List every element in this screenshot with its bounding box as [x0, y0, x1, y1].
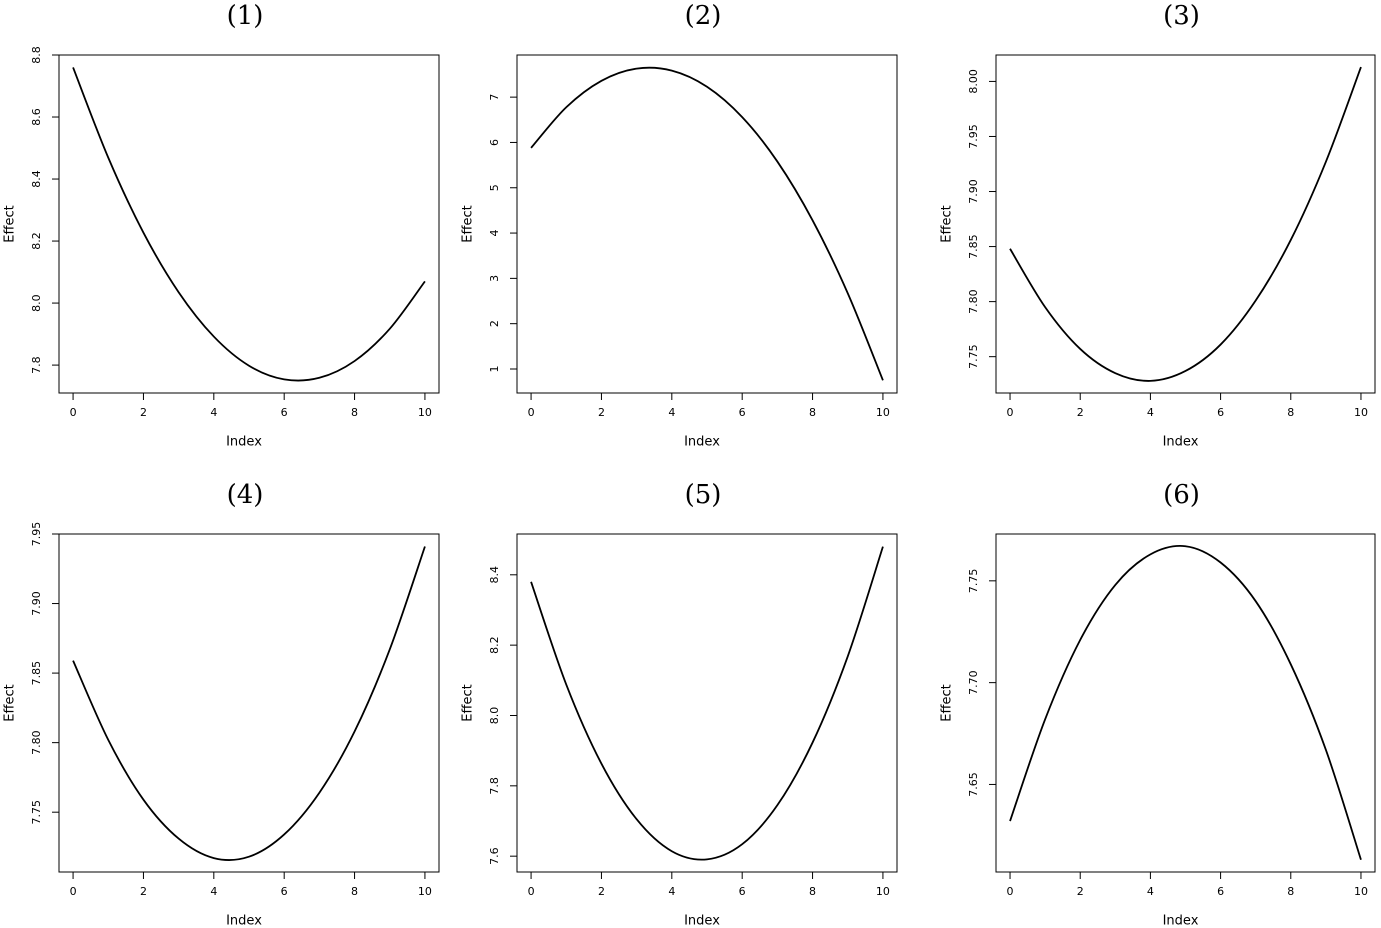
x-tick-label: 8 — [1287, 406, 1294, 419]
y-tick-label: 8.8 — [30, 46, 43, 64]
x-tick-label: 4 — [668, 885, 675, 898]
y-tick-label: 7.95 — [30, 522, 43, 547]
y-tick-label: 7.75 — [967, 569, 980, 594]
y-tick-label: 7.75 — [967, 344, 980, 369]
y-tick-label: 7.8 — [488, 777, 501, 795]
x-tick-label: 8 — [809, 406, 816, 419]
y-tick-label: 8.2 — [30, 232, 43, 250]
x-tick-label: 6 — [1217, 406, 1224, 419]
y-tick-label: 7.70 — [967, 670, 980, 695]
y-tick-label: 8.4 — [488, 566, 501, 584]
y-tick-label: 8.2 — [488, 636, 501, 654]
x-tick-label: 6 — [281, 406, 288, 419]
curve — [72, 67, 426, 382]
x-tick-label: 2 — [1077, 406, 1084, 419]
x-tick-label: 0 — [70, 406, 77, 419]
y-axis-label: Effect — [940, 205, 955, 242]
x-axis-label: Index — [1163, 435, 1199, 450]
plot-frame — [995, 54, 1376, 394]
x-tick-label: 4 — [1147, 406, 1154, 419]
y-axis-label: Effect — [940, 684, 955, 721]
chart-title: (2) — [685, 1, 722, 31]
x-axis-label: Index — [684, 435, 720, 450]
y-tick-label: 7.85 — [967, 234, 980, 259]
chart-title: (3) — [1163, 1, 1200, 31]
y-tick-label: 4 — [488, 230, 501, 237]
y-tick-label: 8.0 — [488, 707, 501, 725]
curve — [72, 546, 426, 861]
y-tick-label: 7.90 — [967, 179, 980, 204]
x-tick-label: 4 — [210, 406, 217, 419]
y-tick-label: 8.0 — [30, 294, 43, 312]
chart-title: (4) — [227, 480, 264, 510]
y-axis-label: Effect — [461, 684, 476, 721]
x-tick-label: 0 — [528, 885, 535, 898]
y-tick-label: 6 — [488, 139, 501, 146]
x-tick-label: 2 — [598, 885, 605, 898]
x-tick-label: 6 — [739, 406, 746, 419]
x-axis-label: Index — [1163, 914, 1199, 928]
x-tick-label: 10 — [1354, 406, 1368, 419]
x-tick-label: 0 — [528, 406, 535, 419]
x-tick-label: 2 — [140, 885, 147, 898]
plot-frame — [58, 533, 440, 873]
curve — [1009, 545, 1362, 861]
y-axis-label: Effect — [3, 205, 18, 242]
x-tick-label: 2 — [1077, 885, 1084, 898]
y-tick-label: 7 — [488, 94, 501, 101]
y-tick-label: 7.80 — [967, 289, 980, 314]
y-tick-label: 7.6 — [488, 847, 501, 865]
y-tick-label: 7.65 — [967, 772, 980, 797]
chart-title: (6) — [1163, 480, 1200, 510]
x-tick-label: 4 — [1147, 885, 1154, 898]
x-tick-label: 10 — [876, 885, 890, 898]
x-tick-label: 10 — [1354, 885, 1368, 898]
y-axis-label: Effect — [3, 684, 18, 721]
plot-frame — [995, 533, 1376, 873]
x-tick-label: 6 — [1217, 885, 1224, 898]
plot-frame — [58, 54, 440, 394]
curve — [530, 66, 884, 381]
x-tick-label: 10 — [876, 406, 890, 419]
x-tick-label: 8 — [1287, 885, 1294, 898]
x-tick-label: 2 — [140, 406, 147, 419]
plot-frame — [516, 533, 898, 873]
y-tick-label: 5 — [488, 184, 501, 191]
y-tick-label: 8.6 — [30, 108, 43, 126]
y-axis-label: Effect — [461, 205, 476, 242]
chart-title: (1) — [227, 1, 264, 31]
x-tick-label: 8 — [809, 885, 816, 898]
y-tick-label: 7.90 — [30, 591, 43, 616]
x-tick-label: 10 — [418, 885, 432, 898]
x-tick-label: 6 — [739, 885, 746, 898]
x-tick-label: 8 — [351, 406, 358, 419]
y-tick-label: 3 — [488, 275, 501, 282]
curve — [1009, 66, 1362, 382]
chart-title: (5) — [685, 480, 722, 510]
y-tick-label: 7.75 — [30, 800, 43, 825]
y-tick-label: 7.8 — [30, 356, 43, 374]
plot-frame — [516, 54, 898, 394]
x-tick-label: 8 — [351, 885, 358, 898]
y-tick-label: 7.95 — [967, 124, 980, 149]
x-axis-label: Index — [226, 914, 262, 928]
x-tick-label: 4 — [668, 406, 675, 419]
x-tick-label: 10 — [418, 406, 432, 419]
x-tick-label: 0 — [1007, 885, 1014, 898]
y-tick-label: 1 — [488, 365, 501, 372]
x-axis-label: Index — [226, 435, 262, 450]
curve — [530, 546, 884, 861]
x-tick-label: 6 — [281, 885, 288, 898]
x-axis-label: Index — [684, 914, 720, 928]
x-tick-label: 2 — [598, 406, 605, 419]
x-tick-label: 0 — [1007, 406, 1014, 419]
y-tick-label: 8.4 — [30, 170, 43, 188]
x-tick-label: 0 — [70, 885, 77, 898]
y-tick-label: 7.80 — [30, 730, 43, 755]
y-tick-label: 7.85 — [30, 661, 43, 686]
y-tick-label: 2 — [488, 320, 501, 327]
y-tick-label: 8.00 — [967, 69, 980, 94]
x-tick-label: 4 — [210, 885, 217, 898]
